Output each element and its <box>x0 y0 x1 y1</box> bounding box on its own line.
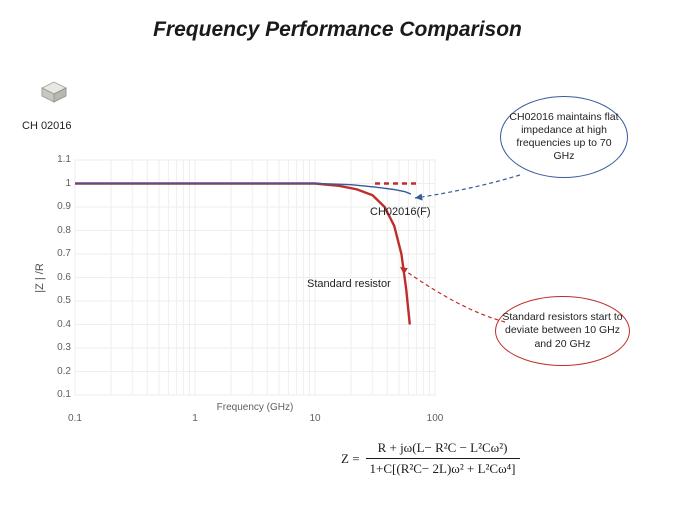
series-label-ch02016: CH02016(F) <box>370 206 431 218</box>
component-illustration <box>36 70 74 113</box>
y-axis-label: |Z | /R <box>34 263 46 293</box>
callout-ch02016: CH02016 maintains flat impedance at high… <box>500 96 628 178</box>
component-label: CH 02016 <box>22 120 72 132</box>
callout-standard: Standard resistors start to deviate betw… <box>495 296 630 366</box>
impedance-formula: Z = R + jω(L− R²C − L²Cω²) 1+C[(R²C− 2L)… <box>340 440 520 477</box>
series-label-standard: Standard resistor <box>307 278 391 290</box>
page-title: Frequency Performance Comparison <box>0 18 675 42</box>
x-axis-label: Frequency (GHz) <box>217 402 294 413</box>
